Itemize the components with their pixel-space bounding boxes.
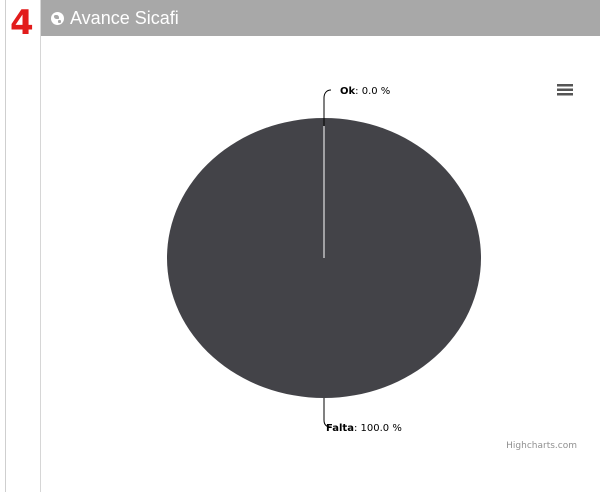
step-number: 4	[10, 3, 34, 43]
hamburger-menu-icon[interactable]	[549, 78, 579, 102]
highcharts-credits-link[interactable]: Highcharts.com	[506, 441, 577, 451]
connector-falta	[323, 398, 332, 428]
connector-ok	[323, 89, 332, 126]
chart-panel: Avance Sicafi Ok: 0.0 % Falta: 100.0 % H…	[40, 0, 600, 492]
slice-name-ok: Ok	[340, 86, 356, 97]
page-left-rule	[5, 0, 6, 492]
slice-name-falta: Falta	[326, 423, 354, 434]
panel-title: Avance Sicafi	[70, 7, 179, 28]
data-label-ok: Ok: 0.0 %	[340, 86, 390, 97]
data-label-falta: Falta: 100.0 %	[326, 423, 402, 434]
slice-value-ok: 0.0 %	[362, 86, 391, 97]
globe-icon	[51, 11, 64, 25]
slice-value-falta: 100.0 %	[361, 423, 402, 434]
pie-slices	[167, 118, 481, 398]
pie-chart: Ok: 0.0 % Falta: 100.0 % Highcharts.com	[167, 78, 579, 451]
panel-header: Avance Sicafi	[41, 0, 600, 36]
